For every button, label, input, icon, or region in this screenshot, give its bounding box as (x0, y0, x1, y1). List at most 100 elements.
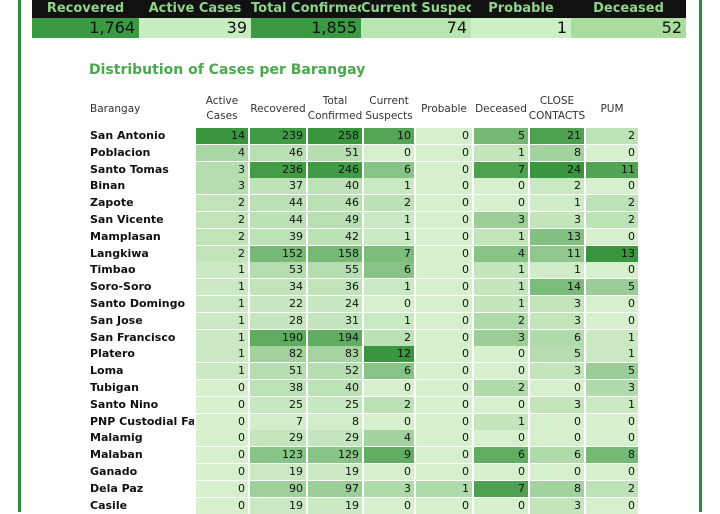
value-cell: 90 (250, 480, 306, 497)
value-cell: 0 (586, 413, 638, 430)
value-cell: 0 (474, 195, 528, 212)
value-cell: 8 (530, 480, 584, 497)
barangay-name: Timbao (90, 263, 136, 277)
summary-deceased: Deceased 52 (571, 0, 686, 38)
value-cell: 46 (250, 144, 306, 161)
value-cell: 14 (196, 128, 248, 144)
summary-label: Probable (471, 0, 571, 18)
value-cell: 0 (416, 447, 472, 464)
value-cell: 44 (250, 212, 306, 228)
value-cell: 2 (196, 228, 248, 245)
value-cell: 2 (196, 212, 248, 228)
value-cell: 6 (364, 262, 414, 279)
value-cell: 1 (530, 262, 584, 279)
value-cell: 0 (474, 396, 528, 413)
value-cell: 52 (308, 363, 362, 380)
value-cell: 0 (416, 363, 472, 380)
value-cell: 38 (250, 380, 306, 396)
value-cell: 1 (364, 212, 414, 228)
barangay-name: San Vicente (90, 213, 164, 226)
table-row: Tubigan 0 38 40 0 0 2 0 3 (88, 380, 640, 396)
value-cell: 0 (416, 245, 472, 262)
barangay-name: Santo Nino (90, 397, 159, 411)
barangay-name: Loma (90, 364, 124, 378)
value-cell: 12 (364, 346, 414, 363)
column-header: Current Suspects (365, 95, 413, 122)
column-header: Active Cases (205, 95, 239, 122)
left-border (18, 0, 21, 512)
value-cell: 83 (308, 346, 362, 363)
value-cell: 0 (586, 296, 638, 312)
value-cell: 0 (416, 279, 472, 296)
barangay-name: Casile (90, 498, 128, 512)
value-cell: 1 (586, 346, 638, 363)
table-row: Casile 0 19 19 0 0 0 3 0 (88, 497, 640, 514)
summary-value: 74 (361, 18, 471, 38)
value-cell: 25 (250, 396, 306, 413)
summary-label: Active Cases (139, 0, 251, 18)
value-cell: 3 (196, 161, 248, 178)
value-cell: 24 (308, 296, 362, 312)
value-cell: 3 (474, 212, 528, 228)
value-cell: 0 (474, 497, 528, 514)
value-cell: 0 (586, 497, 638, 514)
value-cell: 29 (250, 430, 306, 447)
value-cell: 3 (530, 312, 584, 329)
value-cell: 0 (474, 430, 528, 447)
value-cell: 19 (250, 464, 306, 480)
table-row: Santo Tomas 3 236 246 6 0 7 24 11 (88, 161, 640, 178)
table-row: Timbao 1 53 55 6 0 1 1 0 (88, 262, 640, 279)
table-row: Loma 1 51 52 6 0 0 3 5 (88, 363, 640, 380)
value-cell: 7 (364, 245, 414, 262)
value-cell: 3 (530, 363, 584, 380)
value-cell: 0 (586, 464, 638, 480)
value-cell: 5 (586, 279, 638, 296)
value-cell: 0 (416, 430, 472, 447)
value-cell: 2 (474, 312, 528, 329)
value-cell: 28 (250, 312, 306, 329)
barangay-name: Platero (90, 347, 135, 361)
summary-active-cases: Active Cases 39 (139, 0, 251, 38)
value-cell: 0 (586, 178, 638, 195)
value-cell: 1 (364, 228, 414, 245)
value-cell: 0 (364, 497, 414, 514)
value-cell: 0 (416, 380, 472, 396)
value-cell: 239 (250, 128, 306, 144)
barangay-name: Malaban (90, 448, 143, 462)
barangay-name: Poblacion (90, 145, 151, 159)
value-cell: 0 (416, 396, 472, 413)
value-cell: 40 (308, 178, 362, 195)
value-cell: 1 (196, 296, 248, 312)
value-cell: 0 (196, 396, 248, 413)
table-row: San Francisco 1 190 194 2 0 3 6 1 (88, 329, 640, 346)
value-cell: 8 (308, 413, 362, 430)
column-header: Deceased (475, 103, 527, 115)
value-cell: 258 (308, 128, 362, 144)
value-cell: 2 (586, 128, 638, 144)
value-cell: 53 (250, 262, 306, 279)
value-cell: 1 (474, 144, 528, 161)
value-cell: 11 (586, 161, 638, 178)
value-cell: 51 (308, 144, 362, 161)
value-cell: 0 (196, 430, 248, 447)
table-row: Binan 3 37 40 1 0 0 2 0 (88, 178, 640, 195)
table-row: San Jose 1 28 31 1 0 2 3 0 (88, 312, 640, 329)
value-cell: 6 (530, 329, 584, 346)
column-header: Recovered (250, 103, 306, 115)
value-cell: 1 (196, 312, 248, 329)
value-cell: 129 (308, 447, 362, 464)
table-row: Dela Paz 0 90 97 3 1 7 8 2 (88, 480, 640, 497)
summary-label: Deceased (571, 0, 686, 18)
value-cell: 0 (530, 413, 584, 430)
value-cell: 0 (416, 161, 472, 178)
value-cell: 2 (586, 212, 638, 228)
value-cell: 2 (474, 380, 528, 396)
value-cell: 0 (196, 497, 248, 514)
table-row: Malaban 0 123 129 9 0 6 6 8 (88, 447, 640, 464)
value-cell: 0 (416, 178, 472, 195)
value-cell: 3 (530, 296, 584, 312)
value-cell: 0 (586, 312, 638, 329)
value-cell: 6 (364, 363, 414, 380)
value-cell: 2 (586, 195, 638, 212)
